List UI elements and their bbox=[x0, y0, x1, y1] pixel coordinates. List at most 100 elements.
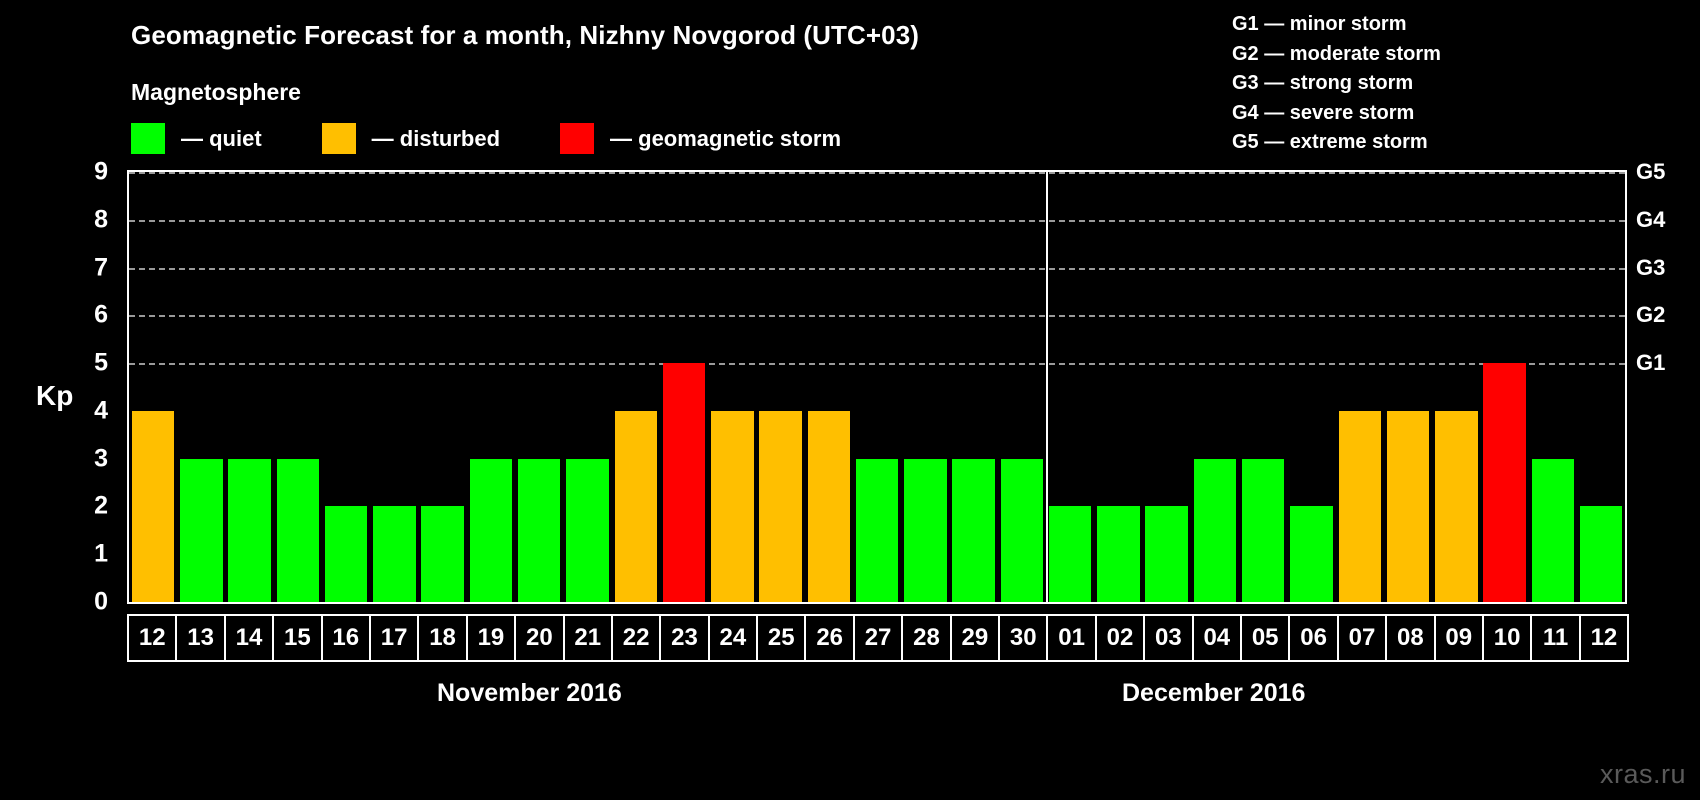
day-label-27: 27 bbox=[852, 614, 904, 662]
bar-cell bbox=[1094, 172, 1142, 602]
bar-cell bbox=[467, 172, 515, 602]
bar-cell bbox=[1480, 172, 1528, 602]
day-label-12: 12 bbox=[1578, 614, 1630, 662]
bar-day-27 bbox=[855, 458, 899, 602]
bar-day-19 bbox=[469, 458, 513, 602]
bar-day-25 bbox=[759, 410, 802, 602]
bar-series bbox=[129, 172, 1625, 602]
bar-day-30 bbox=[1000, 458, 1044, 602]
bar-cell bbox=[805, 172, 853, 602]
day-label-04: 04 bbox=[1191, 614, 1242, 662]
day-label-16: 16 bbox=[320, 614, 371, 662]
bar-cell bbox=[129, 172, 177, 602]
bar-day-09 bbox=[1435, 410, 1478, 602]
legend: — quiet — disturbed — geomagnetic storm bbox=[131, 123, 841, 154]
month-divider bbox=[1045, 172, 1048, 602]
day-label-29: 29 bbox=[949, 614, 1001, 662]
bar-cell bbox=[563, 172, 611, 602]
bar-day-06 bbox=[1290, 506, 1333, 602]
day-label-13: 13 bbox=[175, 614, 226, 662]
bar-cell bbox=[853, 172, 901, 602]
day-label-30: 30 bbox=[998, 614, 1049, 662]
gridline-kp-7 bbox=[129, 267, 1625, 270]
bar-cell bbox=[1384, 172, 1432, 602]
day-label-24: 24 bbox=[707, 614, 759, 662]
bar-cell bbox=[419, 172, 467, 602]
bar-day-29 bbox=[952, 458, 995, 602]
day-label-18: 18 bbox=[417, 614, 468, 662]
y-tick-9: 9 bbox=[94, 157, 108, 186]
y-axis-label: Kp bbox=[36, 380, 74, 411]
day-label-21: 21 bbox=[562, 614, 613, 662]
gridline-kp-9 bbox=[129, 172, 1625, 174]
gridline-kp-6 bbox=[129, 315, 1625, 318]
bar-day-23 bbox=[662, 363, 706, 602]
legend-item-storm: — geomagnetic storm bbox=[560, 123, 841, 154]
day-label-15: 15 bbox=[272, 614, 323, 662]
watermark: xras.ru bbox=[1599, 759, 1686, 789]
bar-day-18 bbox=[421, 506, 464, 602]
day-label-02: 02 bbox=[1094, 614, 1146, 662]
day-label-05: 05 bbox=[1239, 614, 1291, 662]
g-tick-G2: G2 bbox=[1636, 302, 1666, 328]
day-label-03: 03 bbox=[1143, 614, 1194, 662]
bar-day-21 bbox=[566, 458, 609, 602]
bar-day-01 bbox=[1048, 506, 1092, 602]
day-label-17: 17 bbox=[368, 614, 420, 662]
bar-cell bbox=[756, 172, 804, 602]
bar-cell bbox=[226, 172, 274, 602]
g-tick-G3: G3 bbox=[1636, 254, 1666, 280]
bar-day-16 bbox=[324, 506, 368, 602]
bar-day-13 bbox=[180, 458, 223, 602]
day-label-08: 08 bbox=[1385, 614, 1436, 662]
day-label-20: 20 bbox=[514, 614, 565, 662]
bar-day-28 bbox=[904, 458, 947, 602]
bar-day-24 bbox=[711, 410, 754, 602]
g-axis: G1 G2 G3 G4 G5 bbox=[1636, 159, 1700, 604]
bar-cell bbox=[1191, 172, 1239, 602]
bar-day-08 bbox=[1386, 410, 1430, 602]
day-label-01: 01 bbox=[1046, 614, 1097, 662]
y-tick-5: 5 bbox=[94, 348, 108, 377]
page-title: Geomagnetic Forecast for a month, Nizhny… bbox=[131, 20, 920, 50]
legend-swatch-quiet bbox=[131, 123, 165, 154]
bar-cell bbox=[515, 172, 563, 602]
month-caption-1: November 2016 bbox=[437, 679, 622, 707]
day-label-12: 12 bbox=[127, 614, 178, 662]
day-label-09: 09 bbox=[1433, 614, 1484, 662]
y-tick-2: 2 bbox=[94, 491, 108, 520]
g-scale-row-4: G4 — severe storm bbox=[1232, 101, 1415, 124]
y-tick-7: 7 bbox=[94, 253, 108, 282]
bar-cell bbox=[1239, 172, 1287, 602]
day-label-07: 07 bbox=[1336, 614, 1388, 662]
y-tick-0: 0 bbox=[94, 587, 108, 616]
g-scale-row-2: G2 — moderate storm bbox=[1232, 42, 1441, 65]
legend-label-storm: — geomagnetic storm bbox=[610, 125, 842, 151]
gridline-kp-8 bbox=[129, 219, 1625, 222]
y-tick-8: 8 bbox=[94, 205, 108, 234]
bar-cell bbox=[1577, 172, 1625, 602]
day-label-23: 23 bbox=[659, 614, 710, 662]
g-scale-row-1: G1 — minor storm bbox=[1232, 13, 1407, 35]
bar-day-14 bbox=[228, 458, 271, 602]
g-scale-row-3: G3 — strong storm bbox=[1232, 72, 1414, 94]
bar-cell bbox=[708, 172, 756, 602]
g-tick-G4: G4 bbox=[1636, 206, 1666, 232]
bar-cell bbox=[901, 172, 949, 602]
y-tick-1: 1 bbox=[94, 539, 108, 568]
gridline-kp-5 bbox=[129, 363, 1625, 366]
bar-cell bbox=[950, 172, 998, 602]
legend-label-quiet: — quiet bbox=[181, 125, 262, 151]
day-label-11: 11 bbox=[1530, 614, 1581, 662]
bar-cell bbox=[322, 172, 370, 602]
bar-cell bbox=[177, 172, 225, 602]
bar-cell bbox=[1529, 172, 1577, 602]
day-label-14: 14 bbox=[223, 614, 275, 662]
bar-day-12 bbox=[1579, 506, 1623, 602]
bar-day-11 bbox=[1531, 458, 1575, 602]
day-label-06: 06 bbox=[1288, 614, 1339, 662]
g-scale-key: G1 — minor storm G2 — moderate storm G3 — … bbox=[1232, 10, 1441, 158]
y-tick-4: 4 bbox=[94, 396, 108, 425]
g-tick-G5: G5 bbox=[1636, 159, 1666, 184]
